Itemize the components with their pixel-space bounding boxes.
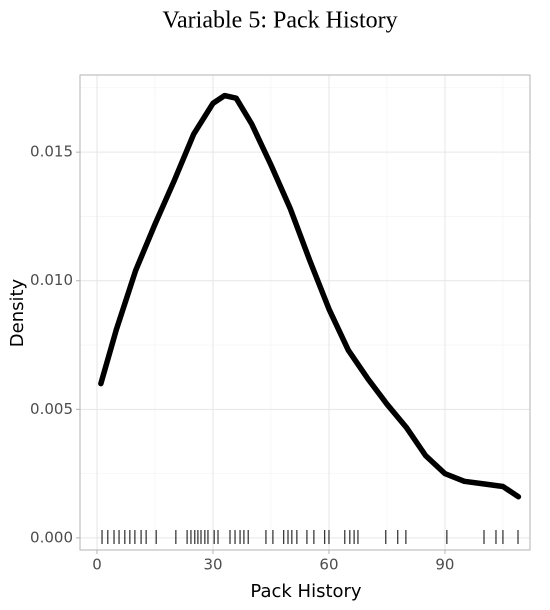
chart-title: Variable 5: Pack History (162, 8, 397, 34)
panel-border (79, 74, 531, 551)
x-axis-title: Pack History (250, 581, 362, 602)
y-tick-label: 0.005 (30, 400, 73, 418)
density-line (98, 92, 522, 500)
x-tick-label: 30 (203, 556, 222, 574)
x-tick-label: 60 (319, 556, 338, 574)
y-tick-label: 0.010 (30, 271, 73, 289)
y-axis-title: Density (7, 278, 28, 347)
y-tick-label: 0.000 (30, 528, 73, 546)
y-tick-label: 0.015 (30, 143, 73, 161)
x-tick-label: 0 (92, 556, 102, 574)
x-tick-label: 90 (435, 556, 454, 574)
